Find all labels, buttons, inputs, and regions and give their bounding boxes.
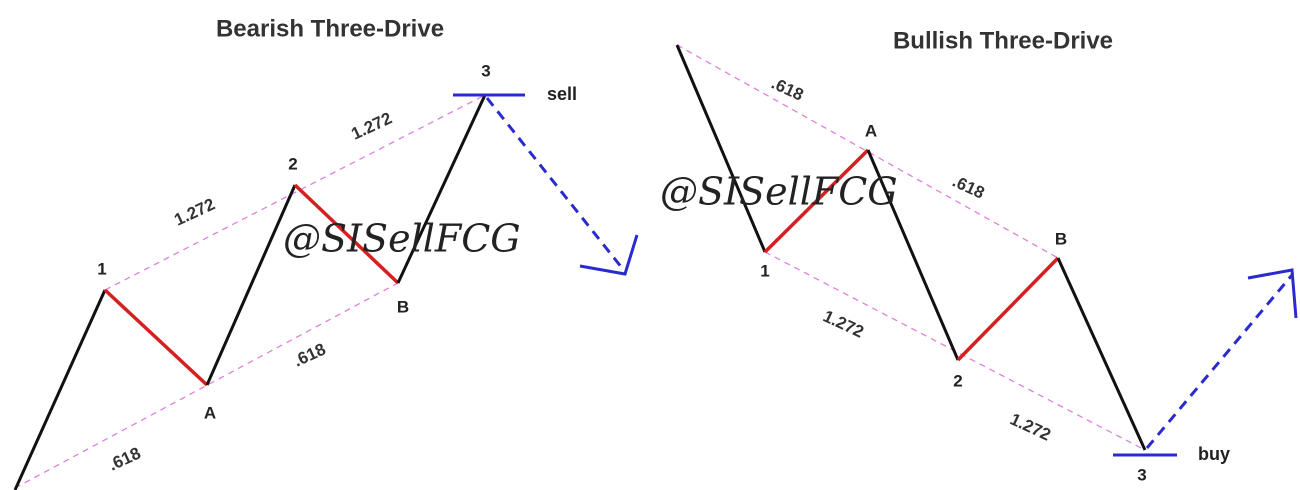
point-label: 2 (953, 371, 962, 390)
bullish-pattern: Bullish Three-Drive 1 A 2 B 3 .618 .618 … (675, 27, 1298, 484)
point-label: B (1055, 229, 1067, 248)
ratio-label: 1.272 (171, 194, 218, 229)
title: Bearish Three-Drive (216, 15, 444, 42)
point-label: 1 (760, 261, 769, 280)
point-label: B (397, 297, 409, 316)
drive-leg (866, 149, 960, 361)
point-label: 1 (97, 259, 106, 278)
point-label: 3 (481, 61, 490, 80)
action-label: buy (1198, 444, 1230, 464)
correction-leg (763, 148, 870, 254)
arrow-head (579, 234, 639, 276)
point-label: A (204, 403, 216, 422)
drive-leg (675, 44, 767, 253)
correction-leg (103, 288, 209, 387)
point-label: 2 (288, 154, 297, 173)
point-label: A (865, 121, 877, 140)
drive-leg (396, 94, 487, 284)
action-label: sell (547, 84, 577, 104)
upper-guide (676, 44, 1059, 259)
correction-leg (293, 183, 400, 285)
arrow-head (1247, 268, 1298, 319)
ratio-label: 1.272 (1007, 409, 1054, 444)
title: Bullish Three-Drive (893, 27, 1113, 54)
upper-guide (104, 94, 486, 291)
drive-leg (1056, 257, 1147, 451)
ratio-label: 1.272 (820, 306, 867, 341)
projection-arrow (1145, 274, 1294, 449)
drive-leg (13, 289, 107, 490)
ratio-label: .618 (949, 171, 987, 202)
watermark: @SISellFCG (660, 170, 898, 214)
drive-leg (205, 184, 297, 386)
watermark: @SISellFCG (283, 217, 521, 261)
ratio-label: 1.272 (348, 108, 395, 143)
ratio-label: .618 (291, 339, 329, 370)
point-label: 3 (1137, 465, 1146, 484)
projection-arrow (485, 97, 624, 269)
correction-leg (956, 256, 1060, 362)
ratio-label: .618 (106, 443, 144, 474)
